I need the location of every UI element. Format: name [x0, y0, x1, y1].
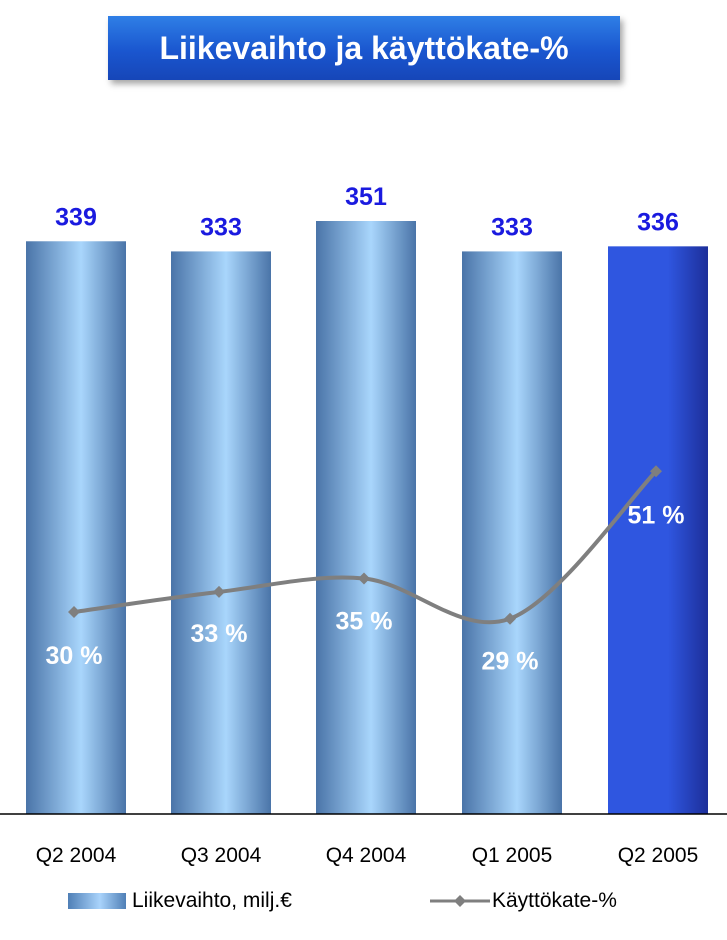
- bar-value-label: 333: [491, 213, 533, 241]
- legend-bar-swatch: [68, 893, 126, 909]
- bar-value-label: 336: [637, 208, 679, 236]
- bar-q2-2004: [26, 241, 126, 814]
- legend-label-revenue: Liikevaihto, milj.€: [132, 889, 292, 912]
- legend-item-ebitda: Käyttökate-%: [430, 889, 617, 913]
- legend-label-ebitda: Käyttökate-%: [492, 889, 617, 912]
- bar-value-label: 339: [55, 203, 97, 231]
- ebitda-pct-label: 29 %: [482, 648, 539, 676]
- ebitda-marker: [68, 606, 80, 618]
- ebitda-pct-label: 30 %: [46, 642, 103, 670]
- bar-q4-2004: [316, 221, 416, 814]
- ebitda-pct-label: 35 %: [336, 608, 393, 636]
- x-tick-label: Q2 2004: [36, 844, 117, 867]
- x-tick-label: Q1 2005: [472, 844, 553, 867]
- bar-value-label: 351: [345, 183, 387, 211]
- ebitda-marker: [358, 572, 370, 585]
- bar-value-label: 333: [200, 213, 242, 241]
- bar-q1-2005: [462, 251, 562, 814]
- x-tick-label: Q4 2004: [326, 844, 407, 867]
- ebitda-pct-label: 51 %: [628, 501, 685, 529]
- legend-item-revenue: Liikevaihto, milj.€: [68, 889, 292, 913]
- legend-line-swatch: [430, 895, 490, 907]
- chart-title: Liikevaihto ja käyttökate-%: [159, 29, 569, 66]
- ebitda-pct-label: 33 %: [191, 620, 248, 648]
- bar-q2-2005: [608, 246, 708, 815]
- legend: Liikevaihto, milj.€ Käyttökate-%: [0, 889, 727, 919]
- x-tick-label: Q3 2004: [181, 844, 262, 867]
- title-banner: Liikevaihto ja käyttökate-%: [108, 16, 620, 80]
- bar-q3-2004: [171, 251, 271, 814]
- ebitda-line: [73, 469, 658, 625]
- ebitda-marker: [650, 465, 662, 478]
- ebitda-marker: [213, 585, 225, 598]
- x-tick-label: Q2 2005: [618, 844, 699, 867]
- ebitda-marker: [504, 612, 516, 625]
